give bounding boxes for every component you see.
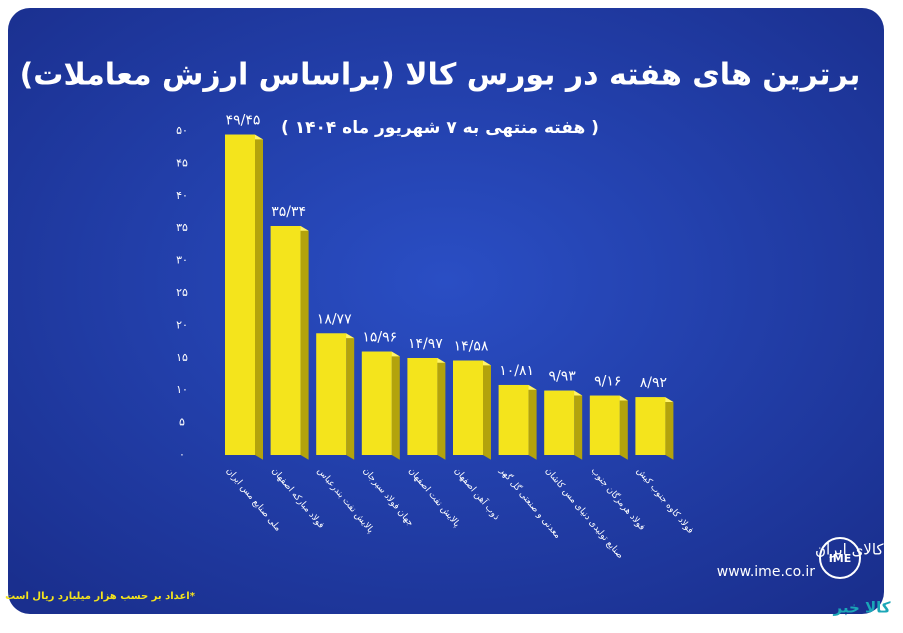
brand-abbr: IME: [829, 552, 852, 565]
panel: [8, 8, 884, 614]
brand-logo: بورس کالای ایران www.ime.co.ir IME: [717, 537, 903, 580]
y-tick-label: ۳۵: [176, 221, 188, 234]
bar-side: [346, 333, 355, 460]
value-label: ۱۴/۵۸: [454, 339, 489, 355]
value-label: ۳۵/۳۴: [271, 204, 306, 220]
y-tick-label: ۱۵: [176, 351, 188, 364]
bar: [407, 357, 438, 455]
y-tick-label: ۰: [179, 448, 185, 461]
bar-side: [574, 390, 583, 460]
value-label: ۱۴/۹۷: [408, 336, 443, 352]
bar: [498, 384, 529, 455]
bar-side: [255, 134, 263, 460]
brand-ring: [819, 537, 861, 579]
bar-side: [300, 225, 309, 460]
y-tick-label: ۲۰: [176, 318, 188, 331]
bar: [316, 333, 347, 455]
footnote: *اعداد بر حسب هزار میلیارد ریال است: [5, 591, 196, 602]
y-tick-label: ۵: [179, 416, 185, 429]
bar-side: [528, 384, 537, 460]
bar: [635, 397, 666, 455]
corner-logo: کالا خبر: [832, 599, 890, 617]
chart-title: برترین های هفته در بورس کالا (براساس ارز…: [20, 58, 861, 93]
bar-side: [619, 395, 628, 460]
bar-side: [665, 397, 674, 460]
bar: [225, 134, 255, 455]
value-label: ۴۹/۴۵: [226, 113, 261, 129]
bar: [270, 225, 301, 455]
bar: [361, 351, 392, 455]
y-tick-label: ۱۰: [176, 383, 188, 396]
y-tick-label: ۴۵: [176, 156, 188, 169]
brand-url: www.ime.co.ir: [717, 564, 815, 580]
y-tick-label: ۵۰: [176, 124, 188, 137]
value-label: ۱۵/۹۶: [362, 330, 397, 346]
value-label: ۹/۹۳: [549, 369, 577, 385]
y-tick-label: ۴۰: [176, 189, 188, 202]
value-label: ۹/۱۶: [594, 374, 621, 390]
bar-side: [483, 360, 491, 460]
bar: [589, 395, 620, 455]
bar-side: [437, 357, 446, 460]
value-label: ۸/۹۲: [640, 375, 667, 391]
y-tick-label: ۲۵: [176, 286, 188, 299]
value-label: ۱۰/۸۱: [499, 363, 534, 379]
value-label: ۱۸/۷۷: [317, 311, 352, 327]
y-tick-label: ۳۰: [176, 254, 188, 267]
bar: [453, 360, 483, 455]
chart-subtitle: ( هفته منتهی به ۷ شهریور ماه ۱۴۰۴ ): [281, 118, 599, 138]
bar: [544, 390, 575, 455]
bar-side: [391, 351, 400, 460]
